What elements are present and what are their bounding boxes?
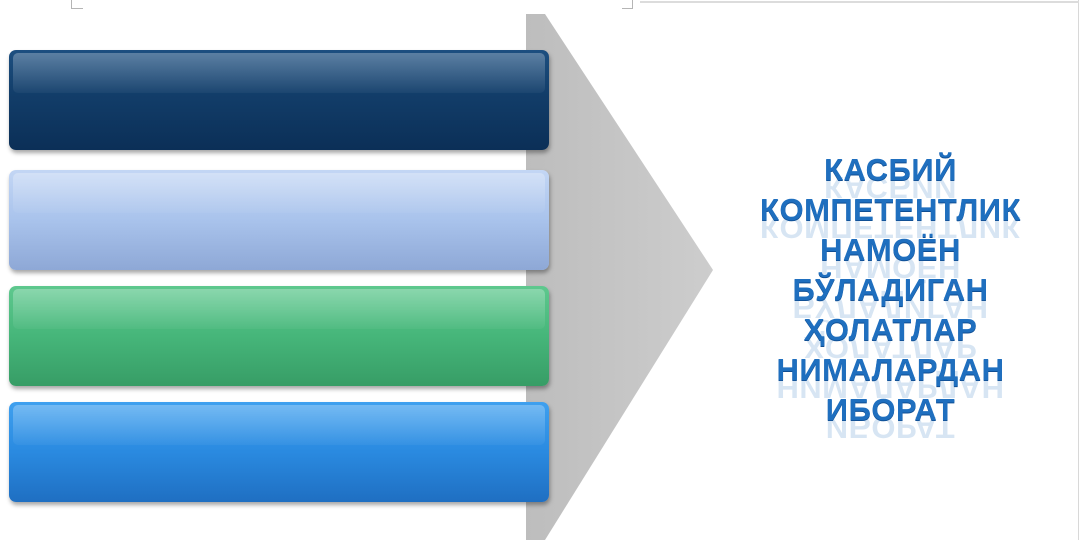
title-line-4: БЎЛАДИГАН [718, 270, 1063, 310]
box-gloss [13, 289, 545, 329]
title-line-2: КОМПЕТЕНТЛИК [718, 190, 1063, 230]
header-rule [640, 1, 1079, 3]
crop-mark-right-vertical [632, 0, 633, 9]
box-label [9, 286, 549, 386]
diagram-box-4 [9, 402, 549, 502]
title-line-3: НАМОЁН [718, 230, 1063, 270]
box-gloss [13, 173, 545, 213]
box-gloss [13, 405, 545, 445]
title-line-5: ҲОЛАТЛАР [718, 310, 1063, 350]
title-line-7: ИБОРАТ [718, 390, 1063, 430]
crop-mark-left-horizontal [71, 8, 83, 9]
diagram-box-1 [9, 50, 549, 150]
title-line-1: КАСБИЙ [718, 150, 1063, 190]
box-label [9, 50, 549, 150]
crop-mark-right-horizontal [622, 8, 633, 9]
box-label [9, 170, 549, 270]
arrow-body [526, 14, 713, 540]
diagram-title: КАСБИЙ КОМПЕТЕНТЛИК НАМОЁН БЎЛАДИГАН ҲОЛ… [718, 150, 1063, 430]
diagram-box-2 [9, 170, 549, 270]
diagram-box-3 [9, 286, 549, 386]
box-gloss [13, 53, 545, 93]
title-line-6: НИМАЛАРДАН [718, 350, 1063, 390]
box-label [9, 402, 549, 502]
crop-mark-left-vertical [71, 0, 72, 9]
